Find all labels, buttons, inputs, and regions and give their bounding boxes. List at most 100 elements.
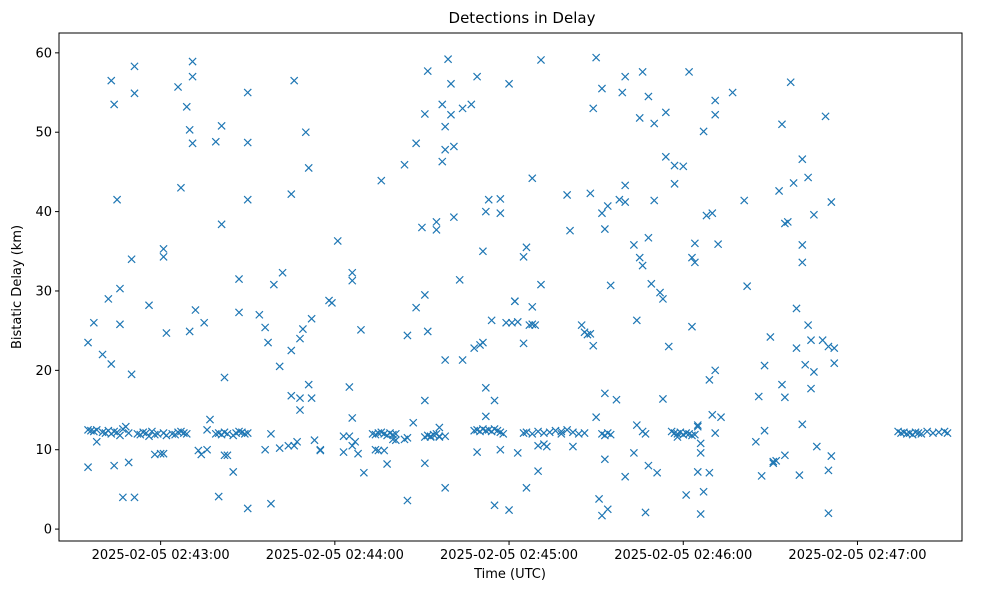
- data-point-marker: [420, 396, 429, 405]
- data-point-marker: [647, 279, 656, 288]
- data-point-marker: [536, 280, 546, 289]
- data-point-marker: [130, 89, 139, 98]
- data-point-marker: [481, 207, 490, 216]
- data-point-marker: [159, 252, 168, 261]
- data-point-marker: [127, 255, 136, 264]
- data-point-marker: [182, 102, 191, 111]
- data-point-marker: [243, 429, 252, 438]
- data-point-marker: [693, 421, 702, 430]
- data-point-marker: [110, 100, 119, 109]
- data-point-marker: [295, 406, 305, 415]
- data-point-marker: [162, 329, 171, 338]
- data-point-marker: [400, 160, 409, 169]
- data-point-marker: [798, 155, 807, 164]
- data-point-marker: [441, 432, 450, 441]
- data-point-marker: [217, 220, 226, 229]
- data-point-marker: [711, 429, 720, 438]
- data-point-marker: [423, 327, 432, 336]
- data-point-marker: [603, 202, 612, 211]
- data-point-marker: [528, 302, 537, 311]
- data-point-marker: [182, 429, 191, 438]
- data-point-marker: [113, 195, 122, 204]
- data-point-marker: [307, 314, 316, 323]
- data-point-marker: [458, 104, 467, 113]
- data-point-marker: [124, 429, 133, 438]
- data-point-marker: [284, 441, 293, 450]
- y-tick-label: 0: [44, 523, 52, 538]
- data-point-marker: [757, 471, 766, 480]
- data-point-marker: [830, 359, 839, 368]
- data-point-marker: [772, 456, 781, 465]
- data-point-marker: [702, 211, 711, 220]
- data-point-marker: [229, 467, 238, 476]
- data-point-marker: [629, 240, 638, 249]
- data-point-marker: [304, 163, 313, 172]
- data-point-marker: [806, 384, 816, 393]
- data-point-marker: [513, 448, 522, 457]
- data-point-marker: [348, 276, 357, 285]
- data-point-marker: [743, 282, 752, 291]
- data-point-marker: [502, 318, 511, 327]
- data-point-marker: [234, 308, 244, 317]
- data-point-marker: [780, 451, 789, 460]
- data-point-marker: [635, 113, 644, 122]
- data-point-marker: [696, 448, 705, 457]
- data-point-marker: [673, 432, 682, 442]
- data-point-marker: [240, 429, 249, 438]
- data-point-marker: [473, 448, 482, 457]
- data-point-marker: [705, 468, 714, 477]
- data-point-marker: [592, 53, 601, 62]
- data-point-marker: [220, 451, 229, 460]
- data-point-marker: [290, 441, 299, 450]
- data-point-marker: [621, 198, 630, 207]
- data-point-marker: [194, 446, 203, 455]
- data-point-marker: [798, 240, 807, 249]
- data-point-marker: [115, 320, 124, 329]
- data-points: [84, 53, 952, 520]
- data-point-marker: [278, 268, 287, 277]
- data-point-marker: [374, 446, 383, 455]
- data-point-marker: [110, 427, 119, 436]
- data-point-marker: [777, 380, 787, 389]
- data-point-marker: [568, 442, 577, 451]
- data-point-marker: [84, 463, 93, 472]
- data-point-marker: [490, 501, 499, 510]
- data-point-marker: [168, 429, 177, 438]
- data-point-marker: [690, 239, 699, 248]
- data-point-marker: [635, 253, 644, 262]
- x-tick-label: 2025-02-05 02:45:00: [440, 548, 578, 563]
- y-tick-label: 60: [35, 46, 52, 61]
- data-point-marker: [687, 253, 696, 262]
- data-point-marker: [580, 429, 589, 438]
- data-point-marker: [435, 432, 444, 441]
- data-point-marker: [118, 493, 127, 502]
- y-tick-label: 50: [35, 126, 52, 141]
- data-point-marker: [716, 413, 726, 422]
- data-point-marker: [644, 92, 653, 101]
- y-axis-ticks: 0 10 20 30 40 50 60: [35, 46, 59, 538]
- data-point-marker: [104, 294, 113, 303]
- data-point-marker: [266, 429, 275, 438]
- data-point-marker: [670, 179, 679, 188]
- data-point-marker: [487, 316, 496, 325]
- data-point-marker: [685, 67, 694, 76]
- data-point-marker: [586, 189, 595, 198]
- data-point-marker: [589, 341, 598, 350]
- data-point-marker: [777, 120, 787, 129]
- data-point-marker: [679, 430, 688, 439]
- data-point-marker: [682, 490, 691, 499]
- data-point-marker: [809, 367, 818, 376]
- data-point-marker: [217, 121, 226, 130]
- data-point-marker: [711, 110, 720, 119]
- data-point-marker: [205, 415, 215, 424]
- data-point-marker: [943, 429, 952, 438]
- data-point-marker: [481, 383, 490, 392]
- data-point-marker: [441, 356, 450, 365]
- data-point-marker: [211, 137, 220, 146]
- data-point-marker: [220, 373, 229, 382]
- data-point-marker: [661, 108, 670, 117]
- data-point-marker: [644, 461, 653, 470]
- data-point-marker: [818, 336, 827, 345]
- data-point-marker: [798, 258, 807, 267]
